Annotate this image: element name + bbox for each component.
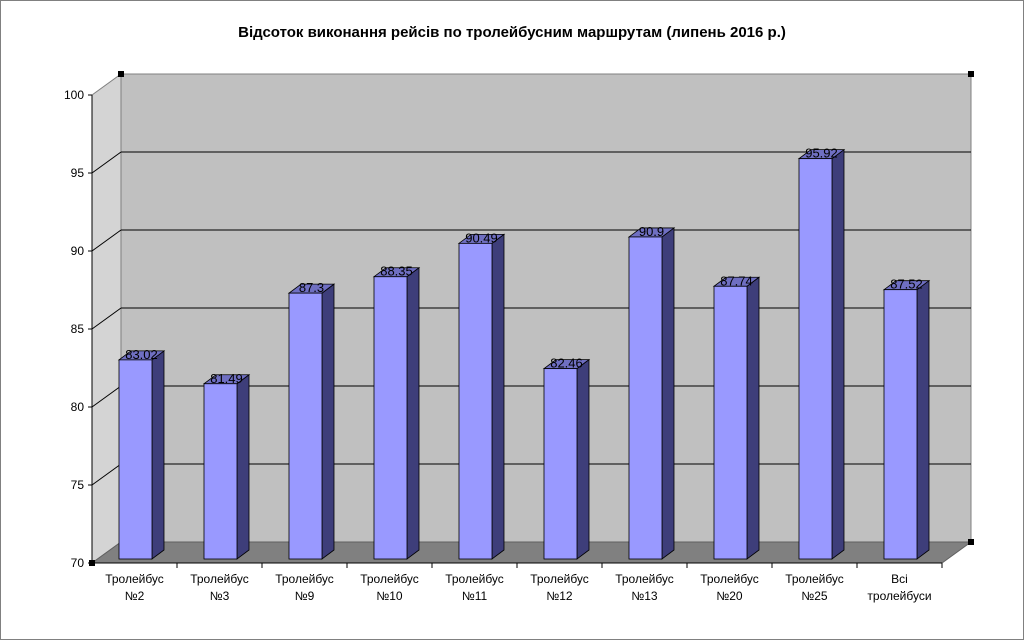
data-label: 81.49 (210, 371, 243, 386)
x-tick-label-line: №25 (801, 589, 828, 603)
data-label: 87.74 (720, 273, 753, 288)
data-label: 95.92 (805, 146, 838, 161)
x-tick-label: Тролейбус №3 (190, 572, 249, 603)
data-label: 88.35 (380, 264, 413, 279)
x-tick-label: Тролейбус №13 (615, 572, 674, 603)
bar-front (458, 242, 493, 560)
x-tick-label-line: Тролейбус (700, 572, 759, 586)
bar-side (151, 350, 165, 560)
x-tick-label-line: №9 (295, 589, 315, 603)
gridline-side (91, 385, 122, 408)
x-tick-label-line: №12 (546, 589, 573, 603)
x-tick-label-line: Всі (891, 572, 908, 586)
data-label: 90.9 (639, 224, 664, 239)
bar-front (628, 236, 663, 560)
bar-side (491, 233, 505, 560)
x-tick-label: Тролейбус №9 (275, 572, 334, 603)
bar-front (543, 368, 578, 560)
x-tick-label-line: Тролейбус (530, 572, 589, 586)
x-tick-label: Тролейбус №10 (360, 572, 419, 603)
y-tick-label: 95 (71, 166, 85, 180)
bar-side (576, 358, 590, 560)
bar-front (373, 276, 408, 560)
y-tick-label: 90 (71, 244, 85, 258)
data-label: 83.02 (125, 347, 158, 362)
x-tick-label: Тролейбус №20 (700, 572, 759, 603)
x-tick-label-line: Тролейбус (190, 572, 249, 586)
x-tick-label-line: Тролейбус (445, 572, 504, 586)
bar (202, 373, 251, 560)
bar-side (236, 373, 250, 560)
bar-front (713, 285, 748, 560)
y-tick-label: 80 (71, 400, 85, 414)
bar (797, 148, 846, 560)
bar (372, 266, 421, 560)
x-tick-label-line: №20 (716, 589, 743, 603)
x-tick-label-line: №10 (376, 589, 403, 603)
bar (882, 279, 931, 560)
x-tick-label-line: тролейбуси (867, 589, 931, 603)
bar (627, 227, 676, 560)
selection-handle (89, 560, 95, 566)
bar-side (321, 283, 335, 560)
bar-side (406, 266, 420, 560)
x-tick-label-line: №11 (462, 589, 488, 603)
bar-side (746, 276, 760, 560)
y-tick-label: 85 (71, 322, 85, 336)
selection-handle (118, 71, 124, 77)
bar-side (661, 227, 675, 560)
x-tick-label: Тролейбус №2 (105, 572, 164, 603)
x-tick-label: Тролейбус №12 (530, 572, 589, 603)
bar-side (831, 148, 845, 560)
bar-front (118, 359, 153, 560)
bar-front (203, 383, 238, 560)
bar (457, 233, 506, 560)
x-tick-label-line: Тролейбус (105, 572, 164, 586)
x-tick-label-line: №13 (631, 589, 658, 603)
gridline-side (91, 151, 122, 174)
selection-handle (968, 539, 974, 545)
y-tick-label: 70 (71, 556, 85, 570)
bar-front (288, 292, 323, 560)
x-tick-label-line: Тролейбус (360, 572, 419, 586)
chart-title: Відсоток виконання рейсів по тролейбусни… (238, 24, 786, 41)
x-tick-label-line: №3 (210, 589, 230, 603)
x-tick-label: Тролейбус №11 (445, 572, 504, 603)
x-tick-label-line: Тролейбус (615, 572, 674, 586)
selection-handle (968, 71, 974, 77)
y-tick-label: 75 (71, 478, 85, 492)
bar (542, 358, 591, 560)
data-label: 82.46 (550, 356, 583, 371)
x-tick-label-line: №2 (125, 589, 145, 603)
bar-front (883, 289, 918, 560)
x-tick-label-line: Тролейбус (275, 572, 334, 586)
x-tick-label-line: Тролейбус (785, 572, 844, 586)
bar-front (798, 158, 833, 560)
data-label: 87.52 (890, 277, 923, 292)
x-tick-label: Всі тролейбуси (867, 572, 931, 603)
bar-side (916, 279, 930, 560)
gridline-side (91, 463, 122, 486)
data-label: 87.3 (299, 280, 324, 295)
y-tick-label: 100 (64, 88, 84, 102)
gridline-side (91, 307, 122, 330)
bar (287, 283, 336, 560)
data-label: 90.49 (465, 230, 498, 245)
x-tick-label: Тролейбус №25 (785, 572, 844, 603)
gridline-side (91, 229, 122, 252)
bar (712, 276, 761, 560)
bar (117, 350, 166, 560)
